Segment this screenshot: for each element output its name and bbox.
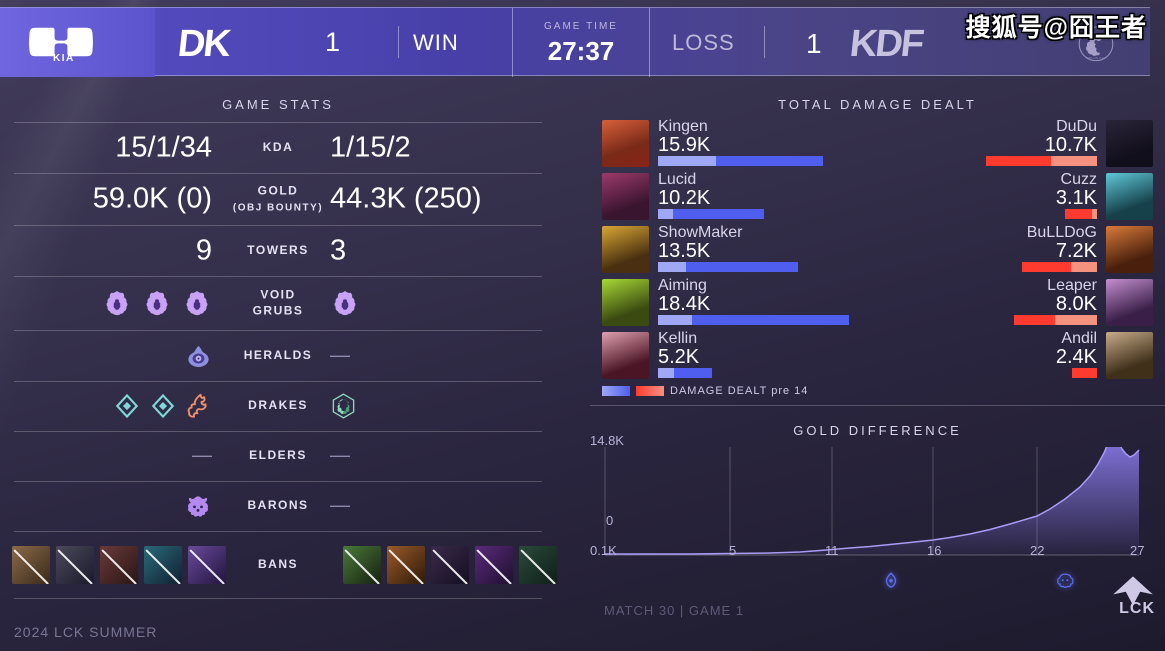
svg-text:DPLUS KIA: DPLUS KIA [1086,56,1105,60]
